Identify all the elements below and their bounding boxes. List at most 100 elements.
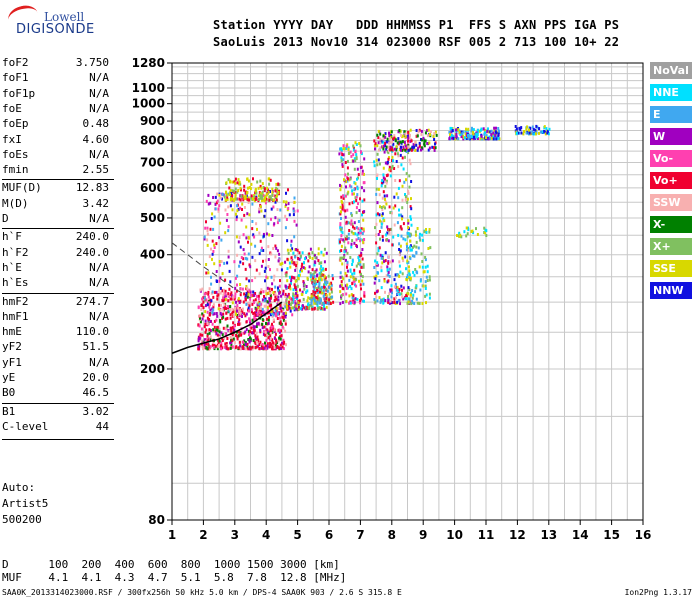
echo-point — [304, 306, 307, 310]
echo-point — [256, 312, 259, 316]
echo-point — [225, 334, 228, 338]
echo-point — [306, 276, 309, 280]
echo-point — [467, 135, 470, 139]
echo-point — [266, 311, 269, 315]
echo-point — [398, 213, 401, 217]
echo-point — [530, 131, 533, 135]
echo-point — [209, 338, 212, 342]
echo-point — [271, 190, 274, 194]
echo-point — [263, 269, 266, 273]
echo-point — [324, 297, 327, 301]
echo-point — [340, 297, 343, 300]
echo-point — [261, 322, 264, 326]
echo-point — [340, 199, 343, 203]
echo-point — [378, 279, 381, 283]
echo-point — [318, 261, 321, 265]
echo-point — [473, 135, 476, 139]
echo-point — [306, 289, 309, 293]
echo-point — [276, 208, 279, 211]
echo-point — [269, 343, 272, 346]
parameter-row: MUF(D) 12.83 — [2, 181, 109, 196]
legend-item-sse: SSE — [650, 260, 692, 277]
echo-point — [286, 208, 289, 212]
echo-point — [421, 233, 424, 237]
parameter-name: B1 — [2, 404, 16, 418]
echo-point — [310, 278, 313, 282]
echo-point — [493, 137, 496, 141]
echo-point — [408, 276, 411, 280]
echo-point — [409, 139, 412, 143]
echo-point — [410, 197, 412, 201]
echo-point — [267, 190, 270, 194]
echo-point — [457, 127, 459, 130]
echo-point — [259, 203, 262, 207]
echo-point — [423, 144, 426, 148]
echo-point — [476, 130, 479, 134]
echo-point — [361, 199, 364, 203]
echo-point — [398, 248, 401, 251]
echo-point — [376, 201, 379, 205]
echo-point — [285, 273, 288, 277]
echo-point — [350, 212, 353, 216]
echo-point — [403, 134, 406, 137]
echo-point — [400, 145, 402, 149]
echo-point — [316, 289, 319, 293]
echo-point — [414, 148, 417, 152]
echo-point — [471, 132, 474, 135]
echo-point — [351, 272, 354, 276]
echo-point — [248, 213, 251, 217]
echo-point — [200, 308, 203, 311]
echo-point — [271, 193, 274, 197]
echo-point — [474, 132, 477, 135]
echo-point — [238, 236, 241, 239]
echo-point — [351, 300, 354, 304]
echo-point — [225, 307, 227, 311]
echo-point — [291, 301, 293, 305]
echo-point — [390, 134, 392, 138]
echo-point — [326, 281, 329, 285]
echo-point — [278, 321, 281, 325]
echo-point — [386, 265, 389, 269]
echo-point — [306, 307, 309, 311]
y-tick-label: 900 — [140, 114, 165, 128]
echo-point — [219, 221, 222, 225]
echo-point — [340, 210, 342, 214]
echo-point — [483, 129, 486, 132]
echo-point — [231, 194, 234, 198]
echo-point — [294, 286, 297, 289]
echo-point — [384, 259, 387, 263]
echo-point — [318, 301, 321, 305]
echo-point — [234, 309, 237, 313]
echo-point — [254, 276, 257, 280]
echo-point — [242, 346, 245, 350]
echo-point — [339, 224, 342, 228]
echo-point — [409, 257, 412, 261]
echo-point — [305, 256, 307, 260]
echo-point — [379, 146, 382, 150]
echo-point — [272, 327, 275, 331]
echo-point — [395, 145, 398, 149]
echo-point — [528, 131, 531, 135]
echo-point — [271, 345, 274, 349]
echo-point — [351, 296, 354, 300]
echo-point — [234, 187, 237, 191]
echo-point — [269, 190, 271, 193]
echo-point — [239, 245, 242, 249]
echo-point — [353, 241, 356, 245]
echo-point — [225, 190, 227, 194]
echo-point — [484, 136, 487, 140]
echo-point — [346, 237, 349, 241]
echo-point — [233, 323, 236, 327]
echo-point — [404, 135, 407, 139]
echo-point — [380, 222, 383, 226]
echo-point — [407, 247, 410, 250]
echo-point — [312, 296, 315, 300]
echo-point — [207, 318, 210, 322]
echo-point — [346, 192, 349, 196]
echo-point — [470, 230, 473, 233]
echo-point — [207, 339, 210, 343]
echo-point — [285, 191, 287, 195]
echo-point — [222, 337, 224, 341]
echo-point — [350, 213, 353, 217]
echo-point — [515, 132, 518, 136]
